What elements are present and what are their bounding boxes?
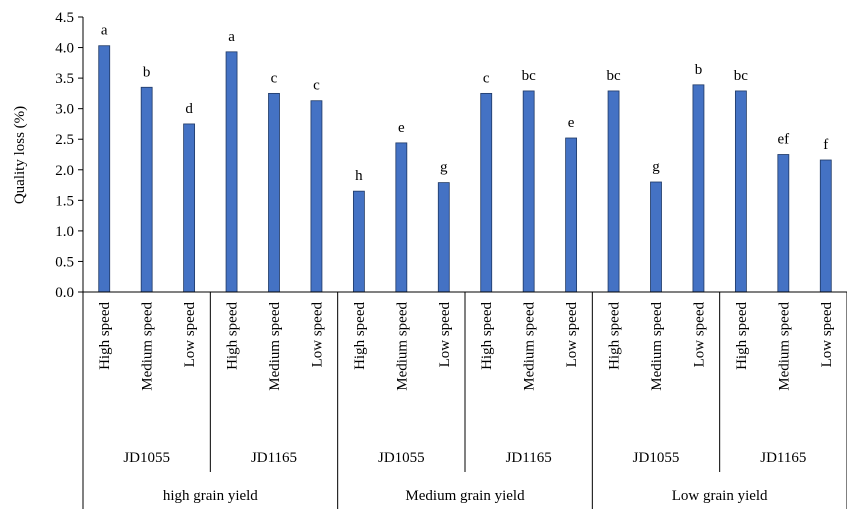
x-category-label: Medium speed (267, 302, 283, 391)
bar-label: bc (606, 68, 621, 84)
bar (692, 84, 705, 293)
harvester-group-label: JD1165 (251, 450, 297, 466)
bar (819, 159, 832, 293)
x-category-label: Low speed (691, 302, 707, 368)
y-tick-label: 0.5 (55, 254, 74, 270)
harvester-group-label: JD1165 (506, 450, 552, 466)
bar-label: d (185, 101, 193, 117)
bar-label: c (271, 70, 278, 86)
bar (777, 154, 790, 293)
yield-group-label: Low grain yield (672, 488, 768, 504)
bar (522, 90, 535, 293)
x-category-label: High speed (479, 302, 495, 370)
bar-labels: a b d a c c h e g c bc e bc g b bc ef f (101, 23, 828, 184)
x-category-label: Medium speed (522, 302, 538, 391)
bar (650, 181, 662, 293)
bar-label: h (355, 168, 363, 184)
harvester-group-label: JD1055 (633, 450, 680, 466)
bar (183, 123, 196, 293)
y-tick-label: 3.0 (55, 102, 74, 118)
y-axis-label: Quality loss (%) (12, 106, 28, 204)
bar (565, 137, 578, 293)
x-category-label: Medium speed (394, 302, 410, 391)
bar (437, 182, 450, 293)
bar (480, 92, 493, 293)
x-category-label: Medium speed (776, 302, 792, 391)
harvester-group-label: JD1055 (123, 450, 170, 466)
x-category-label: Low speed (819, 302, 835, 368)
bar (268, 92, 280, 293)
y-tick-label: 0.0 (55, 285, 74, 301)
bar-label: e (568, 115, 575, 131)
yield-group-label: high grain yield (163, 488, 258, 504)
x-category-label: Medium speed (140, 302, 156, 391)
bar-label: g (652, 159, 660, 175)
bar-label: c (483, 70, 490, 86)
bar (734, 90, 747, 293)
yield-group-label: Medium grain yield (405, 488, 525, 504)
bar (607, 90, 620, 293)
bar-label: a (101, 23, 108, 39)
bar-label: e (398, 120, 405, 136)
x-axis: High speed Medium speed Low speed High spee… (82, 291, 847, 509)
bar-label: b (695, 62, 703, 78)
bar-label: ef (778, 132, 790, 148)
bar (225, 51, 238, 293)
bars (98, 45, 832, 293)
bar-label: bc (522, 68, 537, 84)
x-category-label: High speed (97, 302, 113, 370)
harvester-group-label: JD1055 (378, 450, 425, 466)
x-category-label: Low speed (309, 302, 325, 368)
x-category-label: Low speed (182, 302, 198, 368)
x-category-label: High speed (734, 302, 750, 370)
harvester-group-label: JD1165 (760, 450, 806, 466)
y-tick-label: 4.5 (55, 10, 74, 26)
bar-label: bc (734, 68, 749, 84)
bar (98, 45, 111, 293)
bar (352, 190, 365, 293)
bar (140, 86, 153, 293)
bar-label: g (440, 160, 448, 176)
y-axis: 0.0 0.5 1.0 1.5 2.0 2.5 3.0 3.5 4.0 4.5 (55, 10, 84, 301)
y-tick-label: 2.0 (55, 163, 74, 179)
y-tick-label: 1.0 (55, 224, 74, 240)
bar-label: f (823, 137, 828, 153)
bar (310, 100, 323, 293)
y-tick-label: 3.5 (55, 71, 74, 87)
bar (395, 142, 408, 293)
x-category-label: Low speed (564, 302, 580, 368)
y-tick-label: 2.5 (55, 132, 74, 148)
y-tick-label: 4.0 (55, 41, 74, 57)
bar-label: a (228, 29, 235, 45)
x-category-label: Low speed (437, 302, 453, 368)
y-tick-label: 1.5 (55, 193, 74, 209)
bar-label: b (143, 64, 151, 80)
x-category-label: High speed (352, 302, 368, 370)
bar-label: c (313, 78, 320, 94)
x-category-label: High speed (225, 302, 241, 370)
x-category-label: Medium speed (649, 302, 665, 391)
x-category-label: High speed (607, 302, 623, 370)
